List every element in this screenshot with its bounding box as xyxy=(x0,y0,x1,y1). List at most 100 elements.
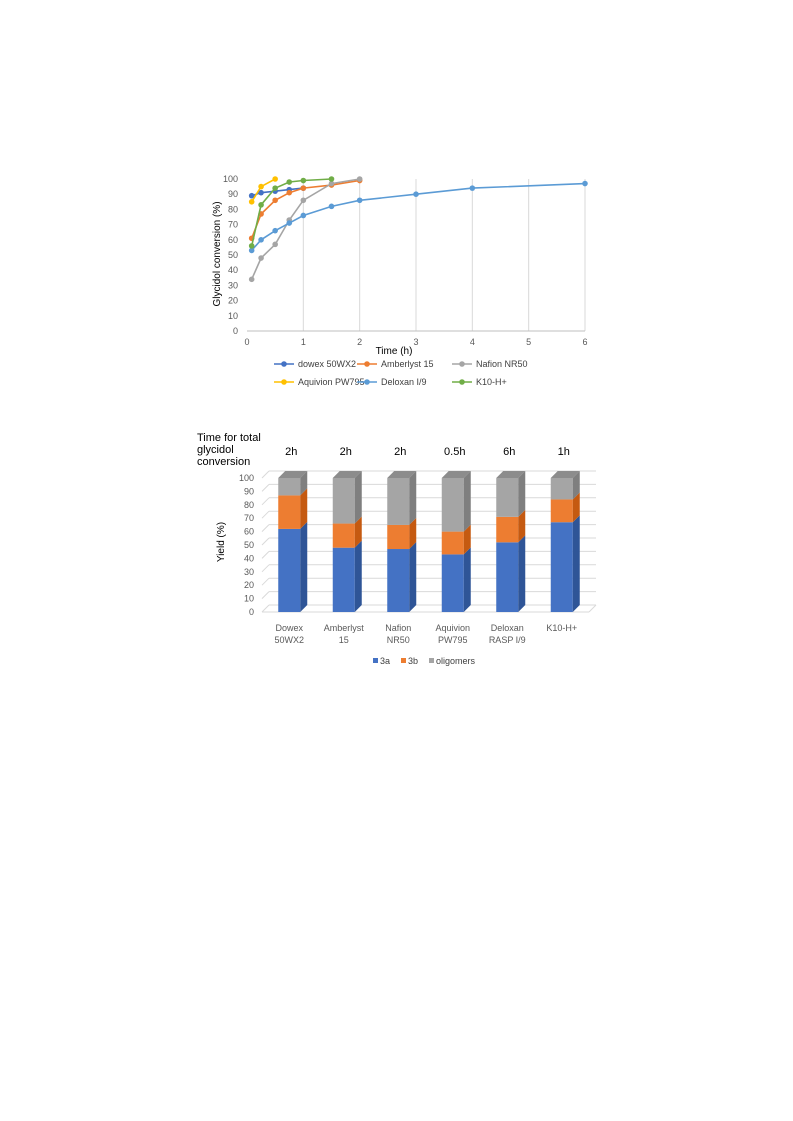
c2-time-values: 2h 2h 2h 0.5h 6h 1h xyxy=(285,446,570,458)
c1-legend-label: dowex 50WX2 xyxy=(298,359,356,369)
c2-gridline-floor xyxy=(261,497,270,506)
c2-category-label: NR50 xyxy=(387,635,410,645)
c2-bar-segment-oligomers xyxy=(496,478,519,517)
c1-series-group xyxy=(248,176,588,283)
c2-y-tick-labels: 0 10 20 30 40 50 60 70 80 90 100 xyxy=(239,473,254,617)
c1-data-point xyxy=(300,177,307,184)
c1-x-axis-label: Time (h) xyxy=(376,346,413,357)
c1-y-tick-label: 20 xyxy=(228,296,238,306)
c2-y-axis-label: Yield (%) xyxy=(216,522,227,562)
c2-back-wall xyxy=(261,470,597,613)
c2-bar-stack xyxy=(496,471,526,612)
c2-category-label: 15 xyxy=(339,635,349,645)
c1-data-point xyxy=(286,179,293,185)
c2-bar-segment-3a xyxy=(387,549,410,612)
c1-series xyxy=(248,177,363,242)
c1-data-point xyxy=(356,197,363,204)
c1-legend-entry: Nafion NR50 xyxy=(452,359,528,369)
c2-category-label: Dowex xyxy=(275,623,303,633)
c2-category-label: 50WX2 xyxy=(274,635,304,645)
c1-x-tick-label: 4 xyxy=(470,337,475,347)
c2-y-tick-label: 70 xyxy=(244,513,254,523)
c2-gridline-floor xyxy=(261,484,270,492)
time-header-line: glycidol xyxy=(197,444,234,456)
c2-legend-entry: 3a xyxy=(373,656,390,666)
c1-data-point xyxy=(582,180,588,187)
c1-data-point xyxy=(300,197,307,204)
c1-data-point xyxy=(272,241,278,248)
c2-category-label: Aquivion xyxy=(435,623,470,633)
c2-gridline-floor xyxy=(261,577,270,586)
c1-data-point xyxy=(328,176,335,182)
c2-bar-segment-3b xyxy=(550,499,573,523)
c2-bar-stack xyxy=(387,471,417,612)
c1-data-point xyxy=(248,192,255,199)
c2-bar-stack xyxy=(332,471,362,612)
c1-data-point xyxy=(272,185,278,191)
c1-y-tick-label: 100 xyxy=(223,174,238,184)
c2-bar-segment-3b xyxy=(387,524,410,550)
c1-data-point xyxy=(286,220,293,226)
c2-bar-top xyxy=(496,471,526,478)
c1-legend-entry: Deloxan I/9 xyxy=(357,377,427,387)
c2-bar-segment-3a xyxy=(332,547,355,612)
c2-bar-segment-3b xyxy=(441,531,464,555)
c1-series xyxy=(248,185,307,199)
c1-series-line xyxy=(250,178,360,280)
conversion-line-chart: 0 10 20 30 40 50 60 70 80 90 100 0 1 2 3 4 5 6 Glycidol … xyxy=(212,174,588,387)
c2-bar-side-3a xyxy=(572,515,580,612)
c2-legend-label: 3b xyxy=(408,656,418,666)
c1-data-point xyxy=(328,203,335,210)
c1-legend-label: Deloxan I/9 xyxy=(381,377,427,387)
c2-category-labels: Dowex 50WX2 Amberlyst 15 Nafion NR50 Aquivion P… xyxy=(274,623,577,645)
c2-bar-top xyxy=(550,471,580,478)
c1-y-tick-label: 50 xyxy=(228,250,238,260)
time-header: Time for total glycidol conversion xyxy=(197,432,261,468)
c1-data-point xyxy=(413,191,419,197)
c1-legend-entry: Amberlyst 15 xyxy=(357,359,434,369)
c2-time-value: 6h xyxy=(503,446,515,458)
c1-data-point xyxy=(248,199,255,205)
c1-y-tick-label: 0 xyxy=(233,326,238,336)
c2-legend-swatch xyxy=(373,658,378,663)
c1-legend-swatch-dot xyxy=(281,379,287,385)
c2-bar-segment-3b xyxy=(332,523,355,548)
c2-bar-segment-3a xyxy=(278,528,301,612)
time-header-line: Time for total xyxy=(197,432,261,444)
c2-gridline-floor xyxy=(261,537,270,546)
c1-data-point xyxy=(469,185,476,191)
c2-bar-top xyxy=(332,471,362,478)
c2-y-tick-label: 80 xyxy=(244,500,254,510)
c1-legend-label: Amberlyst 15 xyxy=(381,359,434,369)
c2-category-label: Deloxan xyxy=(491,623,524,633)
c1-legend-swatch-dot xyxy=(364,361,370,367)
c2-gridline-floor xyxy=(261,604,270,613)
c2-bar-side-oligomers xyxy=(300,471,308,496)
c1-y-tick-label: 30 xyxy=(228,280,238,290)
c1-x-tick-label: 1 xyxy=(301,337,306,347)
c2-category-label: RASP I/9 xyxy=(489,635,526,645)
c1-data-point xyxy=(258,189,264,196)
yield-bar-chart: Time for total glycidol conversion 0 10 20… xyxy=(197,432,597,666)
c2-time-value: 2h xyxy=(285,446,297,458)
c2-bar-side-3a xyxy=(354,540,362,612)
c1-data-point xyxy=(272,227,278,234)
c2-bar-side-3b xyxy=(572,492,580,523)
c2-bar-stack xyxy=(278,471,308,612)
c2-time-value: 1h xyxy=(558,446,570,458)
c1-x-tick-label: 0 xyxy=(244,337,249,347)
c2-legend-entry: 3b xyxy=(401,656,418,666)
c2-y-tick-label: 90 xyxy=(244,486,254,496)
c1-series xyxy=(248,176,363,283)
c1-data-point xyxy=(258,255,264,261)
c1-data-point xyxy=(356,176,363,182)
c2-y-tick-label: 60 xyxy=(244,527,254,537)
c2-bar-side-3a xyxy=(463,547,471,612)
c2-bar-top xyxy=(441,471,471,478)
c2-legend-entry: oligomers xyxy=(429,656,476,666)
c2-legend-label: oligomers xyxy=(436,656,476,666)
c1-legend-entry: dowex 50WX2 xyxy=(274,359,356,369)
c2-gridline-floor xyxy=(261,510,270,519)
c2-category-label: Amberlyst xyxy=(324,623,365,633)
